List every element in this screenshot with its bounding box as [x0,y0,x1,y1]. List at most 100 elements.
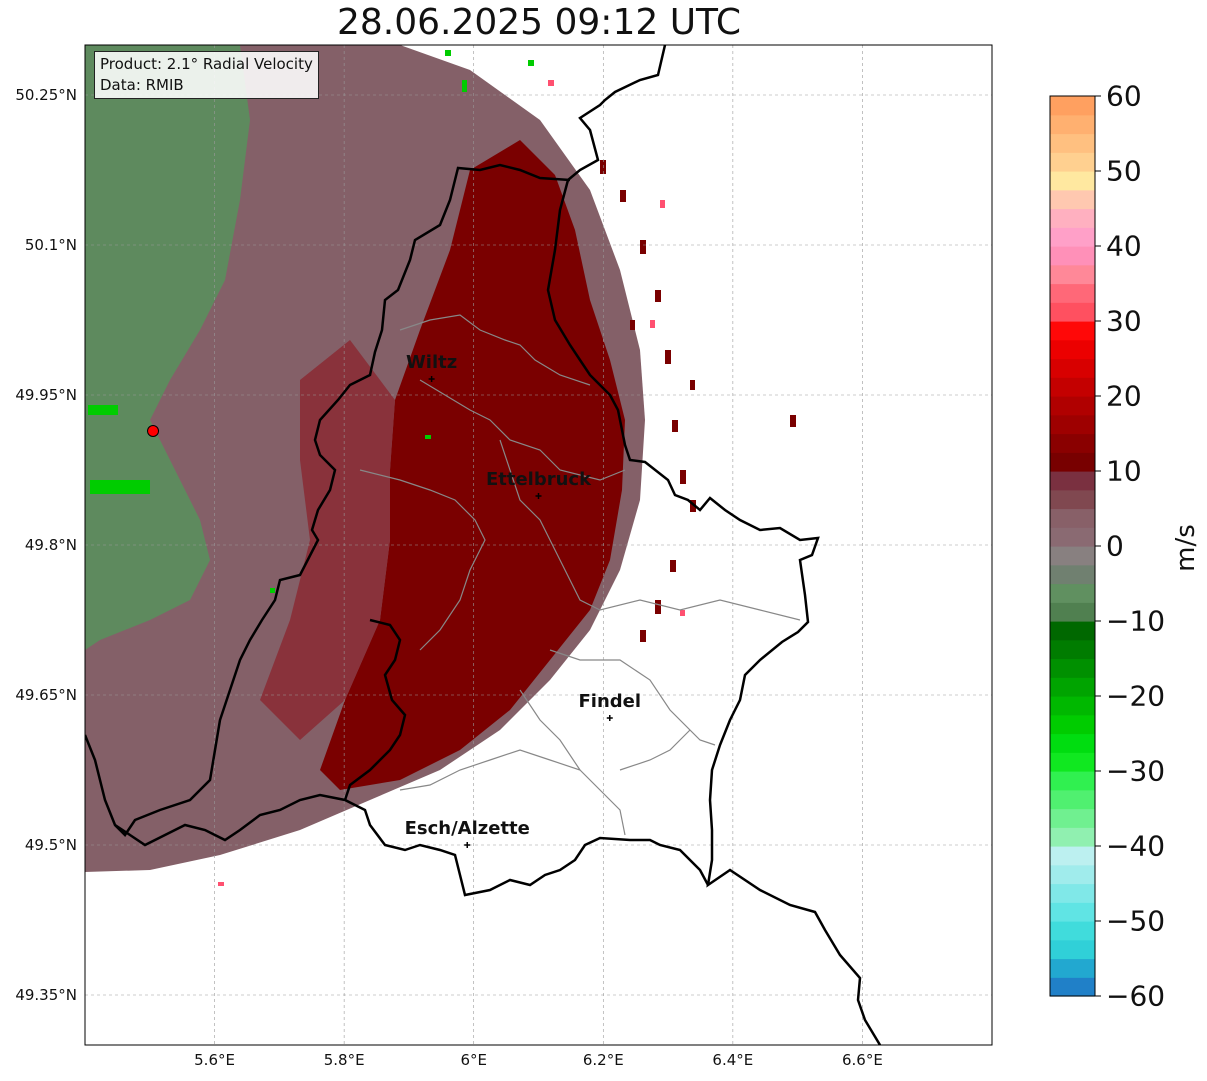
lon-tick-label: 6.6°E [842,1051,883,1069]
city-markers [428,376,613,848]
velocity-field-negative [85,45,250,650]
colorbar-segment [1050,789,1095,810]
colorbar-segment [1050,714,1095,735]
colorbar-segment [1050,864,1095,885]
lon-tick-label: 5.6°E [194,1051,235,1069]
country-border [546,45,882,1045]
lat-tick-label: 49.8°N [24,536,77,554]
colorbar-segment [1050,283,1095,303]
colorbar-segment [1050,977,1095,997]
product-label: Product: 2.1° Radial Velocity [100,55,313,73]
map-frame [84,44,993,1046]
colorbar-segment [1050,508,1095,528]
colorbar [1050,95,1101,997]
velocity-field-mid [260,340,395,740]
colorbar-segment [1050,752,1095,772]
lat-tick-label: 49.35°N [15,986,77,1004]
colorbar-segment [1050,958,1095,978]
country-border-south [114,793,710,897]
city-marker [464,842,471,848]
lon-tick-label: 6°E [460,1051,487,1069]
colorbar-segment [1050,677,1095,697]
colorbar-segment [1050,883,1095,903]
colorbar-segment [1050,414,1095,435]
colorbar-segment [1050,939,1095,960]
colorbar-segment [1050,733,1095,753]
colorbar-segment [1050,96,1095,116]
colorbar-segment [1050,189,1095,210]
lat-tick-label: 49.65°N [15,686,77,704]
colorbar-segment [1050,208,1095,228]
colorbar-tick-label: −60 [1106,979,1166,1013]
colorbar-segment [1050,583,1095,603]
colorbar-segment [1050,227,1095,247]
country-border-west [85,163,571,837]
colorbar-frame [1049,95,1096,997]
colorbar-segment [1050,339,1095,360]
colorbar-tick-label: 0 [1106,529,1124,563]
colorbar-segment [1050,696,1095,716]
colorbar-tick-label: 30 [1106,304,1142,338]
lon-tick-label: 6.2°E [582,1051,624,1069]
colorbar-segment [1050,827,1095,847]
country-border-inner [343,618,407,801]
colorbar-segment [1050,564,1095,585]
colorbar-tick-label: −40 [1106,829,1166,863]
colorbar-segment [1050,433,1095,453]
data-source-label: Data: RMIB [100,76,184,94]
colorbar-tick-label: −20 [1106,679,1166,713]
colorbar-segment [1050,846,1095,866]
colorbar-unit-label: m/s [1171,524,1201,572]
radar-site-marker [147,425,160,437]
echo-green-speckles [88,50,534,593]
colorbar-segment [1050,639,1095,660]
colorbar-segment [1050,246,1095,266]
colorbar-segment [1050,471,1095,491]
velocity-field-positive [320,140,625,790]
city-marker [428,376,435,382]
colorbar-segment [1050,152,1095,172]
colorbar-tick-label: 50 [1106,154,1142,188]
map-title: 28.06.2025 09:12 UTC [336,2,742,43]
colorbar-segment [1050,602,1095,622]
colorbar-segment [1050,808,1095,828]
colorbar-segment [1050,396,1095,416]
colorbar-tick-label: 40 [1106,229,1142,263]
city-marker [606,715,613,721]
map-content [85,45,992,1045]
city-label: Wiltz [405,352,458,373]
colorbar-segment [1050,114,1095,135]
colorbar-segment [1050,171,1095,191]
colorbar-tick-label: −30 [1106,754,1166,788]
colorbar-segment [1050,621,1095,641]
city-label: Findel [578,691,642,712]
colorbar-segment [1050,358,1095,378]
colorbar-segment [1050,452,1095,472]
colorbar-segment [1050,771,1095,791]
colorbar-tick-label: −10 [1106,604,1166,638]
lon-tick-label: 6.4°E [712,1051,754,1069]
lat-tick-label: 49.95°N [15,386,77,404]
colorbar-segment [1050,527,1095,547]
colorbar-segment [1050,133,1095,153]
colorbar-segment [1050,302,1095,322]
colorbar-segment [1050,264,1095,285]
colorbar-tick-label: −50 [1106,904,1166,938]
colorbar-segment [1050,902,1095,922]
product-info-box: Product: 2.1° Radial Velocity Data: RMIB [94,51,319,99]
colorbar-segment [1050,321,1095,341]
canton-borders [359,314,801,836]
colorbar-tick-label: 10 [1106,454,1142,488]
colorbar-tick-label: 20 [1106,379,1142,413]
lat-tick-label: 50.1°N [24,236,77,254]
colorbar-segment [1050,658,1095,678]
echo-pink-speckles [218,80,685,886]
colorbar-segment [1050,546,1095,566]
colorbar-segment [1050,921,1095,941]
city-label: Esch/Alzette [404,818,530,839]
city-marker [535,493,542,499]
lat-tick-label: 49.5°N [24,836,77,854]
colorbar-segment [1050,489,1095,510]
lon-tick-label: 5.8°E [323,1051,365,1069]
